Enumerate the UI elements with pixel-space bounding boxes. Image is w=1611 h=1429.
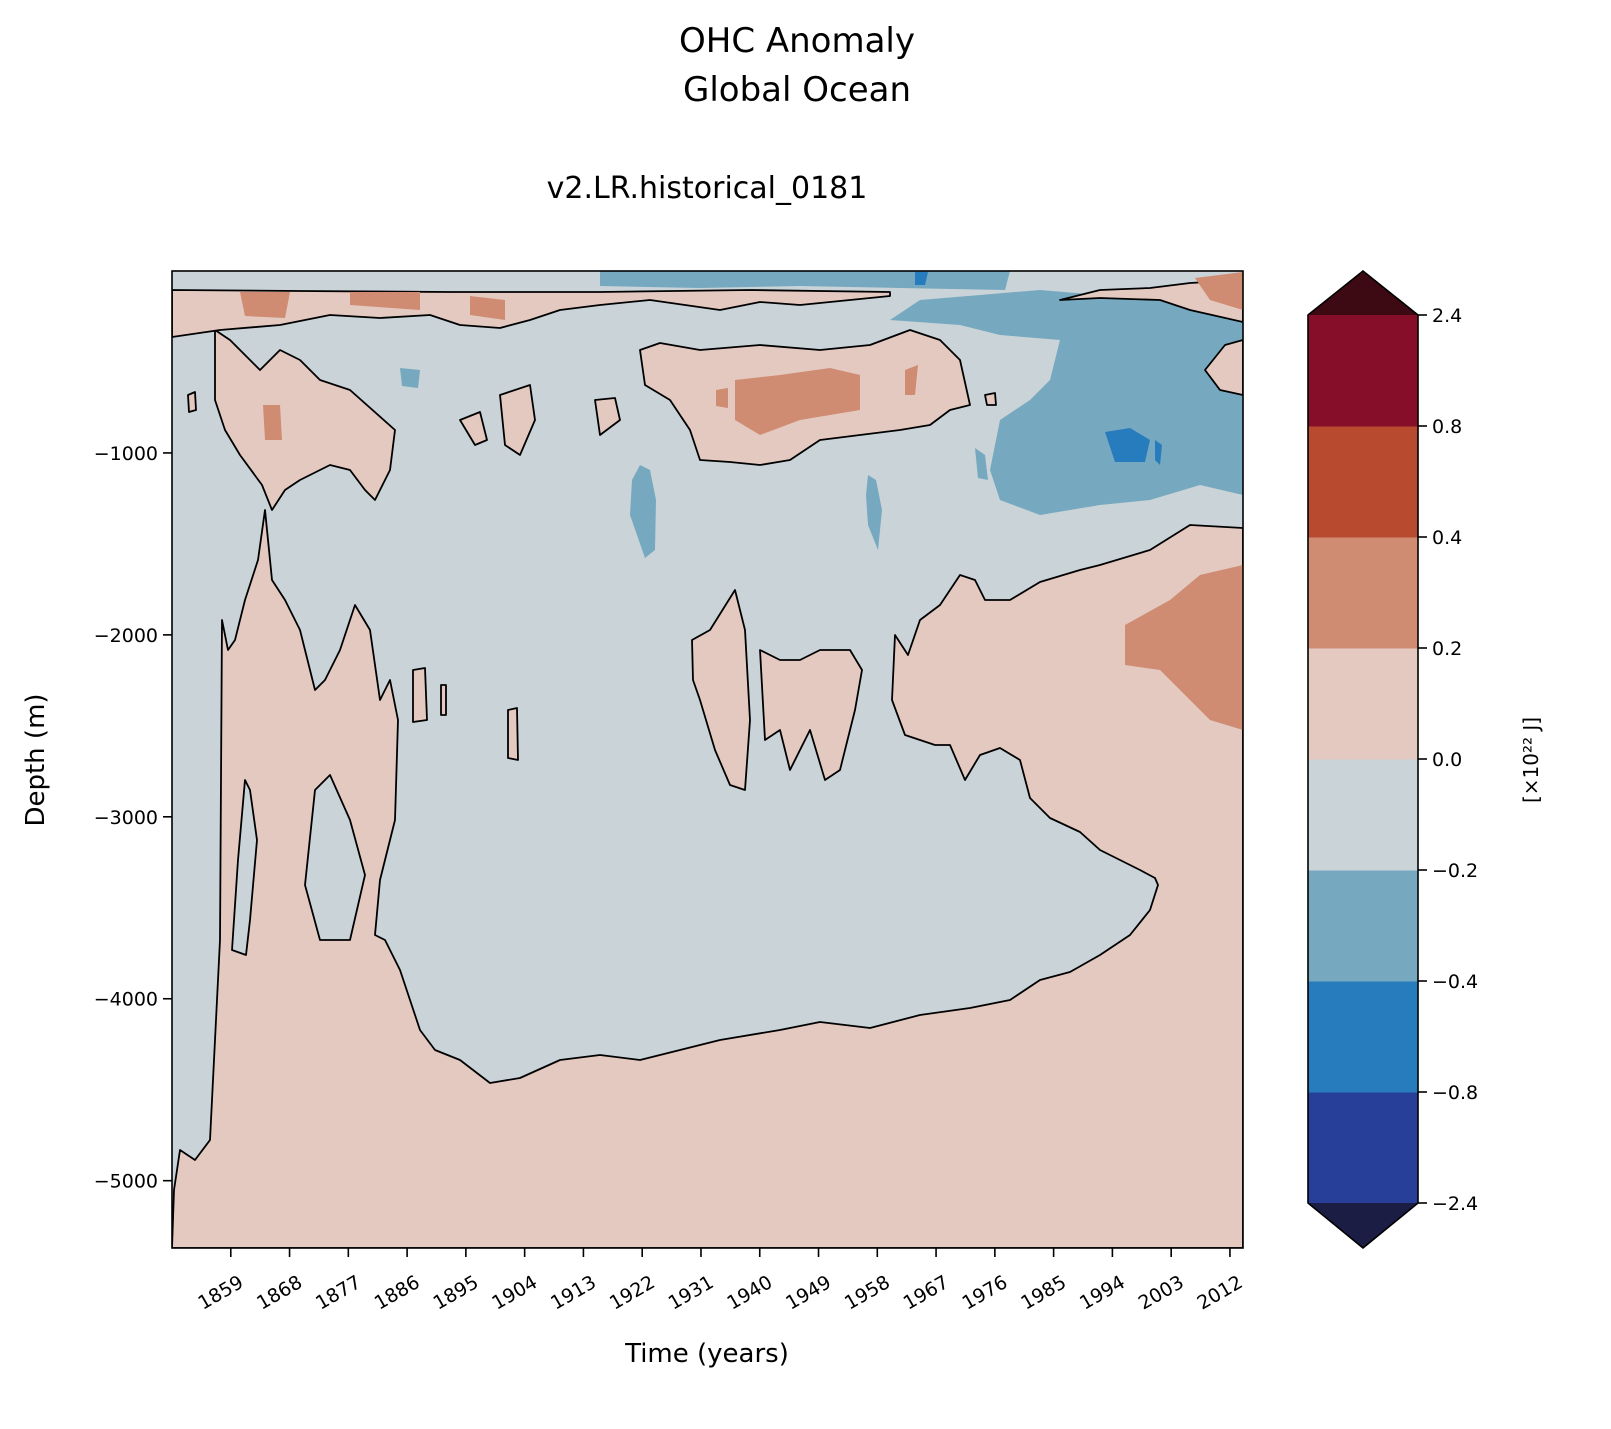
contour-band-0-0.2 [214, 329, 396, 511]
x-tick-label: 2012 [1194, 1271, 1247, 1314]
colorbar-tick-label: 0.2 [1432, 638, 1462, 660]
chart-subtitle: v2.LR.historical_0181 [547, 171, 868, 206]
colorbar-band [1308, 981, 1418, 1093]
colorbar-band [1308, 1092, 1418, 1204]
plot-area [172, 271, 1243, 1248]
contour-band-0-0.2 [187, 391, 197, 413]
contour-band-0-0.2 [1204, 339, 1243, 396]
contour-band-0-0.2 [691, 589, 751, 791]
x-tick-label: 1859 [194, 1271, 247, 1314]
colorbar-tick-label: −0.2 [1432, 860, 1478, 882]
colorbar-tick-label: −0.8 [1432, 1082, 1478, 1104]
contour-band-0-0.2 [412, 667, 428, 723]
contour-band-neg0.2-0 [231, 779, 258, 956]
contour-band-0-0.2 [499, 384, 536, 456]
y-tick-label: −2000 [94, 625, 158, 647]
contour-band-0-0.2 [459, 411, 488, 446]
contour-band-neg0.4-neg0.2 [600, 271, 1010, 290]
colorbar-band [1308, 426, 1418, 538]
colorbar-band [1308, 870, 1418, 982]
contour-band-0.2-0.4 [263, 405, 282, 440]
contour-band-neg0.8-neg0.4 [1155, 440, 1162, 465]
contour-band-0.2-0.4 [350, 292, 420, 310]
x-tick-label: 2003 [1135, 1271, 1188, 1314]
contour-band-0-0.2 [440, 684, 447, 716]
x-tick-label: 1877 [312, 1271, 365, 1314]
y-tick-label: −3000 [94, 807, 158, 829]
contour-band-neg0.8-neg0.4 [1105, 428, 1150, 462]
colorbar-extend-max [1308, 271, 1418, 315]
contour-band-0.2-0.4 [1125, 565, 1243, 730]
colorbar-extend-min [1308, 1203, 1418, 1248]
y-axis-label: Depth (m) [21, 693, 51, 826]
contour-band-neg0.2-0 [304, 774, 366, 941]
y-axis: −1000 −2000 −3000 −4000 −5000 [94, 443, 172, 1193]
colorbar-band [1308, 537, 1418, 649]
colorbar-tick-label: 2.4 [1432, 305, 1462, 327]
colorbar-tick-label: 0.4 [1432, 527, 1462, 549]
x-tick-label: 1940 [723, 1271, 776, 1314]
contour-band-0-0.2 [507, 707, 519, 761]
contour-band-neg0.4-neg0.2 [866, 475, 882, 550]
contour-band-0-0.2 [1059, 279, 1243, 323]
plot-frame [171, 270, 1244, 1249]
contour-band-neg0.4-neg0.2 [890, 290, 1243, 515]
colorbar-band [1308, 648, 1418, 760]
x-tick-label: 1976 [958, 1271, 1011, 1314]
contour-band-0.2-0.4 [735, 368, 860, 435]
contour-band-neg0.4-neg0.2 [400, 368, 420, 388]
colorbar-tick-label: −0.4 [1432, 971, 1478, 993]
contour-band-0.2-0.4 [716, 388, 728, 408]
x-tick-label: 1922 [606, 1271, 659, 1314]
x-tick-label: 1895 [429, 1271, 482, 1314]
x-axis-label: Time (years) [624, 1339, 789, 1369]
y-tick-label: −5000 [94, 1171, 158, 1193]
contour-band-0.2-0.4 [240, 292, 290, 318]
contour-band-0-0.2 [984, 392, 997, 406]
x-tick-label: 1967 [900, 1271, 953, 1314]
colorbar-tick-label: 0.8 [1432, 416, 1462, 438]
contour-band-0-0.2 [759, 649, 863, 781]
y-tick-label: −4000 [94, 989, 158, 1011]
chart-title: OHC Anomaly [679, 21, 915, 61]
x-tick-label: 1985 [1017, 1271, 1070, 1314]
x-tick-label: 1931 [665, 1271, 718, 1314]
x-tick-label: 1913 [547, 1271, 600, 1314]
y-tick-label: −1000 [94, 443, 158, 465]
colorbar-band [1308, 315, 1418, 427]
x-tick-label: 1904 [488, 1271, 541, 1314]
contour-band-neg0.4-neg0.2 [630, 465, 656, 558]
contour-band-0-0.2 [594, 397, 621, 436]
contour-band-0.2-0.4 [1195, 272, 1243, 310]
contour-band-0-0.2 [172, 509, 1243, 1248]
x-tick-label: 1958 [841, 1271, 894, 1314]
colorbar-tick-label: 0.0 [1432, 749, 1462, 771]
colorbar-label: [×10²² J] [1519, 717, 1543, 803]
x-tick-label: 1868 [253, 1271, 306, 1314]
x-axis: 1859 1868 1877 1886 1895 1904 1913 1922 1931 1940… [194, 1248, 1246, 1315]
colorbar-tick-label: −2.4 [1432, 1193, 1478, 1215]
contour-band-0.2-0.4 [905, 365, 918, 395]
contour-band-neg0.8-neg0.4 [915, 272, 928, 285]
contour-band-neg0.4-neg0.2 [975, 448, 988, 480]
colorbar: −2.4 −0.8 −0.4 −0.2 0.0 0.2 0.4 0.8 2.4 [1307, 269, 1478, 1250]
chart-title-line2: Global Ocean [683, 70, 911, 110]
contour-band-0.2-0.4 [470, 296, 505, 320]
colorbar-band [1308, 759, 1418, 871]
x-tick-label: 1994 [1076, 1271, 1129, 1314]
x-tick-label: 1949 [782, 1271, 835, 1314]
x-tick-label: 1886 [371, 1271, 424, 1314]
